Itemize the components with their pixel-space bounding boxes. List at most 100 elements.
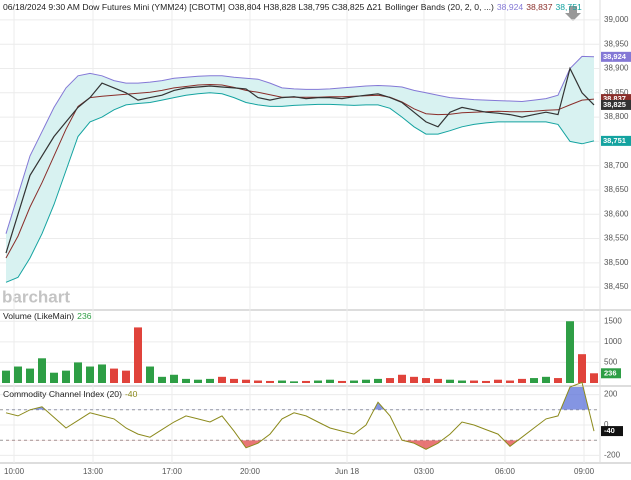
volume-bar xyxy=(350,380,358,383)
volume-bar xyxy=(266,380,274,383)
y-tick-label: 38,850 xyxy=(604,88,629,97)
x-tick-label: 03:00 xyxy=(414,467,435,476)
last-volume: 236 xyxy=(77,311,92,321)
cci-line xyxy=(5,381,595,450)
band-line xyxy=(5,55,595,234)
y-tick-label: 200 xyxy=(604,390,618,399)
y-tick-label: 39,000 xyxy=(604,15,629,24)
volume-bar xyxy=(374,378,382,383)
volume-bar xyxy=(590,373,598,383)
y-tick-label: 1000 xyxy=(604,337,622,346)
volume-bar xyxy=(242,379,250,383)
y-tick-label: 38,950 xyxy=(604,39,629,48)
volume-bar xyxy=(290,381,298,383)
volume-bar xyxy=(314,380,322,383)
x-tick-label: 13:00 xyxy=(83,467,104,476)
volume-bar xyxy=(98,364,106,383)
volume-bar xyxy=(74,362,82,383)
price-tag xyxy=(601,135,631,146)
volume-bar xyxy=(566,321,574,383)
price-tag-label: 38,837 xyxy=(603,94,626,103)
y-tick-label: 38,650 xyxy=(604,185,629,194)
scroll-arrow[interactable] xyxy=(565,6,581,21)
title: Commodity Channel Index (20) xyxy=(3,389,122,399)
volume-bar xyxy=(398,374,406,383)
volume-bar xyxy=(158,376,166,383)
y-tick-label: 38,600 xyxy=(604,209,629,218)
y-tick-label: 38,800 xyxy=(604,112,629,121)
x-tick-label: 10:00 xyxy=(4,467,25,476)
volume-bar xyxy=(14,366,22,383)
price-tag-label: 38,924 xyxy=(603,52,627,61)
price-tag xyxy=(601,51,631,62)
volume-bar xyxy=(218,376,226,383)
y-tick-label: 38,500 xyxy=(604,258,629,267)
price-tag-label: 38,751 xyxy=(603,136,626,145)
y-tick-label: 0 xyxy=(604,420,609,429)
y-tick-label: 1500 xyxy=(604,316,622,325)
y-tick-label: 38,450 xyxy=(604,282,629,291)
price-line xyxy=(5,66,595,254)
volume-bar xyxy=(206,378,214,383)
y-tick-label: -200 xyxy=(604,451,621,460)
volume-bar xyxy=(2,370,10,383)
value-tag-label: -40 xyxy=(604,426,615,435)
volume-bar xyxy=(410,376,418,383)
x-tick-label: 06:00 xyxy=(495,467,516,476)
x-tick-label: 17:00 xyxy=(162,467,183,476)
price-tag-label: 38,825 xyxy=(603,100,626,109)
volume-bar xyxy=(458,380,466,383)
volume-bar xyxy=(278,380,286,383)
price-tag xyxy=(601,94,631,105)
x-tick-label: Jun 18 xyxy=(335,467,360,476)
volume-bar xyxy=(494,379,502,383)
cci-header: Commodity Channel Index (20) -40 xyxy=(3,389,140,399)
indicator: Bollinger Bands (20, 2, 0, ...) xyxy=(384,2,494,12)
volume-bar xyxy=(482,380,490,383)
value-tag xyxy=(601,368,621,379)
volume-bar xyxy=(50,372,58,383)
y-tick-label: 38,900 xyxy=(604,64,629,73)
band-line xyxy=(5,92,595,283)
volume-bar xyxy=(542,376,550,383)
x-tick-label: 20:00 xyxy=(240,467,261,476)
volume-bar xyxy=(182,378,190,383)
volume-bar xyxy=(338,380,346,383)
value-tag xyxy=(601,426,623,437)
x-tick-label: 09:00 xyxy=(574,467,595,476)
volume-bar xyxy=(26,368,34,383)
volume-bar xyxy=(422,378,430,383)
volume-bar xyxy=(362,379,370,383)
subtitle: O38,804 H38,828 L38,795 C38,825 Δ21 xyxy=(228,2,382,12)
volume-bar xyxy=(302,380,310,383)
value-tag-label: 236 xyxy=(604,368,617,377)
volume-bar xyxy=(578,354,586,383)
volume-bar xyxy=(194,379,202,383)
volume-bar xyxy=(146,366,154,383)
volume-bar xyxy=(86,366,94,383)
band-value: 38,924 xyxy=(496,2,524,12)
volume-bar xyxy=(170,374,178,383)
volume-bar xyxy=(470,380,478,383)
volume-bar xyxy=(530,378,538,383)
y-tick-label: 38,550 xyxy=(604,234,629,243)
y-tick-label: 500 xyxy=(604,358,618,367)
band-fill xyxy=(6,56,594,283)
y-tick-label: 38,700 xyxy=(604,161,629,170)
volume-bar xyxy=(554,378,562,383)
volume-bar xyxy=(518,378,526,383)
volume-bar xyxy=(506,380,514,383)
volume-bar xyxy=(62,370,70,383)
price-tag xyxy=(601,99,631,110)
volume-bar xyxy=(326,379,334,383)
volume-bar xyxy=(230,378,238,383)
volume-bar xyxy=(446,379,454,383)
volume-bar xyxy=(254,380,262,383)
volume-bar xyxy=(110,368,118,383)
volume-bar xyxy=(122,370,130,383)
last-cci: -40 xyxy=(124,389,138,399)
volume-header: Volume (LikeMain) 236 xyxy=(3,311,95,321)
volume-bar xyxy=(386,378,394,383)
